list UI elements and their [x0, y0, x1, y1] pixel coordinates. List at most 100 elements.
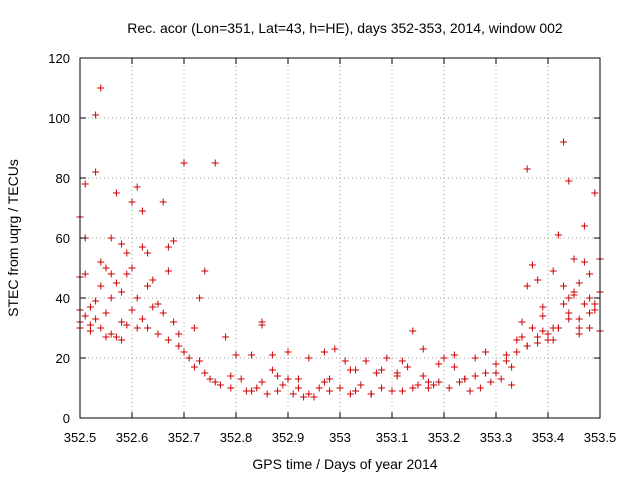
- data-point-plus: [133, 324, 141, 332]
- data-point-plus: [518, 333, 526, 341]
- data-point-plus: [580, 300, 588, 308]
- data-point-plus: [580, 222, 588, 230]
- data-point-plus: [185, 354, 193, 362]
- data-point-plus: [102, 264, 110, 272]
- data-point-plus: [575, 315, 583, 323]
- data-point-plus: [92, 111, 100, 119]
- x-tick-label: 352.5: [64, 430, 97, 445]
- data-point-plus: [367, 390, 375, 398]
- data-point-plus: [461, 375, 469, 383]
- chart-title: Rec. acor (Lon=351, Lat=43, h=HE), days …: [127, 20, 563, 36]
- data-point-plus: [118, 240, 126, 248]
- data-point-plus: [118, 318, 126, 326]
- x-tick-label: 353.5: [584, 430, 617, 445]
- data-point-plus: [294, 375, 302, 383]
- data-point-plus: [482, 348, 490, 356]
- data-point-plus: [133, 183, 141, 191]
- data-point-plus: [565, 177, 573, 185]
- data-point-plus: [248, 351, 256, 359]
- data-point-plus: [86, 327, 94, 335]
- data-point-plus: [544, 330, 552, 338]
- data-point-plus: [554, 324, 562, 332]
- data-point-plus: [274, 372, 282, 380]
- data-point-plus: [419, 345, 427, 353]
- data-point-plus: [190, 324, 198, 332]
- data-point-plus: [149, 276, 157, 284]
- data-point-plus: [175, 342, 183, 350]
- data-point-plus: [492, 369, 500, 377]
- data-point-plus: [289, 390, 297, 398]
- data-point-plus: [326, 387, 334, 395]
- data-point-plus: [237, 375, 245, 383]
- data-point-plus: [502, 351, 510, 359]
- data-point-plus: [424, 378, 432, 386]
- x-tick-label: 353.1: [376, 430, 409, 445]
- data-point-plus: [175, 330, 183, 338]
- data-point-plus: [450, 351, 458, 359]
- y-tick-label: 80: [56, 171, 70, 186]
- data-point-plus: [341, 357, 349, 365]
- data-point-plus: [86, 303, 94, 311]
- data-point-plus: [123, 321, 131, 329]
- data-point-plus: [591, 189, 599, 197]
- data-point-plus: [326, 375, 334, 383]
- data-point-plus: [565, 315, 573, 323]
- y-tick-label: 60: [56, 231, 70, 246]
- data-point-plus: [560, 300, 568, 308]
- data-point-plus: [378, 366, 386, 374]
- data-point-plus: [539, 312, 547, 320]
- data-point-plus: [513, 336, 521, 344]
- data-point-plus: [180, 159, 188, 167]
- data-point-plus: [97, 324, 105, 332]
- data-point-plus: [274, 387, 282, 395]
- x-tick-label: 352.7: [168, 430, 201, 445]
- data-point-plus: [476, 384, 484, 392]
- data-point-plus: [435, 378, 443, 386]
- data-point-plus: [144, 249, 152, 257]
- data-point-plus: [201, 267, 209, 275]
- data-point-plus: [315, 384, 323, 392]
- data-point-plus: [227, 372, 235, 380]
- x-tick-label: 353.3: [480, 430, 513, 445]
- data-point-plus: [471, 372, 479, 380]
- data-point-plus: [268, 351, 276, 359]
- data-point-plus: [97, 282, 105, 290]
- data-point-plus: [81, 312, 89, 320]
- data-point-plus: [586, 309, 594, 317]
- data-point-plus: [409, 327, 417, 335]
- data-point-plus: [523, 282, 531, 290]
- data-point-plus: [97, 258, 105, 266]
- data-point-plus: [549, 336, 557, 344]
- data-point-plus: [357, 381, 365, 389]
- data-point-plus: [398, 387, 406, 395]
- data-point-plus: [248, 387, 256, 395]
- data-point-plus: [352, 387, 360, 395]
- data-point-plus: [253, 384, 261, 392]
- data-point-plus: [268, 366, 276, 374]
- x-axis-title: GPS time / Days of year 2014: [252, 456, 437, 472]
- x-tick-label: 352.9: [272, 430, 305, 445]
- data-point-plus: [138, 243, 146, 251]
- data-point-plus: [409, 384, 417, 392]
- data-point-plus: [180, 348, 188, 356]
- data-point-plus: [575, 324, 583, 332]
- data-point-plus: [190, 363, 198, 371]
- data-point-plus: [586, 324, 594, 332]
- data-point-plus: [118, 288, 126, 296]
- data-point-plus: [133, 294, 141, 302]
- data-point-plus: [154, 330, 162, 338]
- data-point-plus: [123, 249, 131, 257]
- data-point-plus: [92, 168, 100, 176]
- data-point-plus: [300, 393, 308, 401]
- x-tick-label: 353: [329, 430, 351, 445]
- y-axis: 0 20 40 60 80 100 120: [48, 51, 600, 426]
- data-point-plus: [112, 333, 120, 341]
- data-point-plus: [118, 336, 126, 344]
- data-point-plus: [331, 345, 339, 353]
- data-point-plus: [450, 363, 458, 371]
- data-point-plus: [523, 165, 531, 173]
- data-point-plus: [560, 138, 568, 146]
- data-point-plus: [144, 282, 152, 290]
- y-tick-label: 100: [48, 111, 70, 126]
- data-point-plus: [196, 294, 204, 302]
